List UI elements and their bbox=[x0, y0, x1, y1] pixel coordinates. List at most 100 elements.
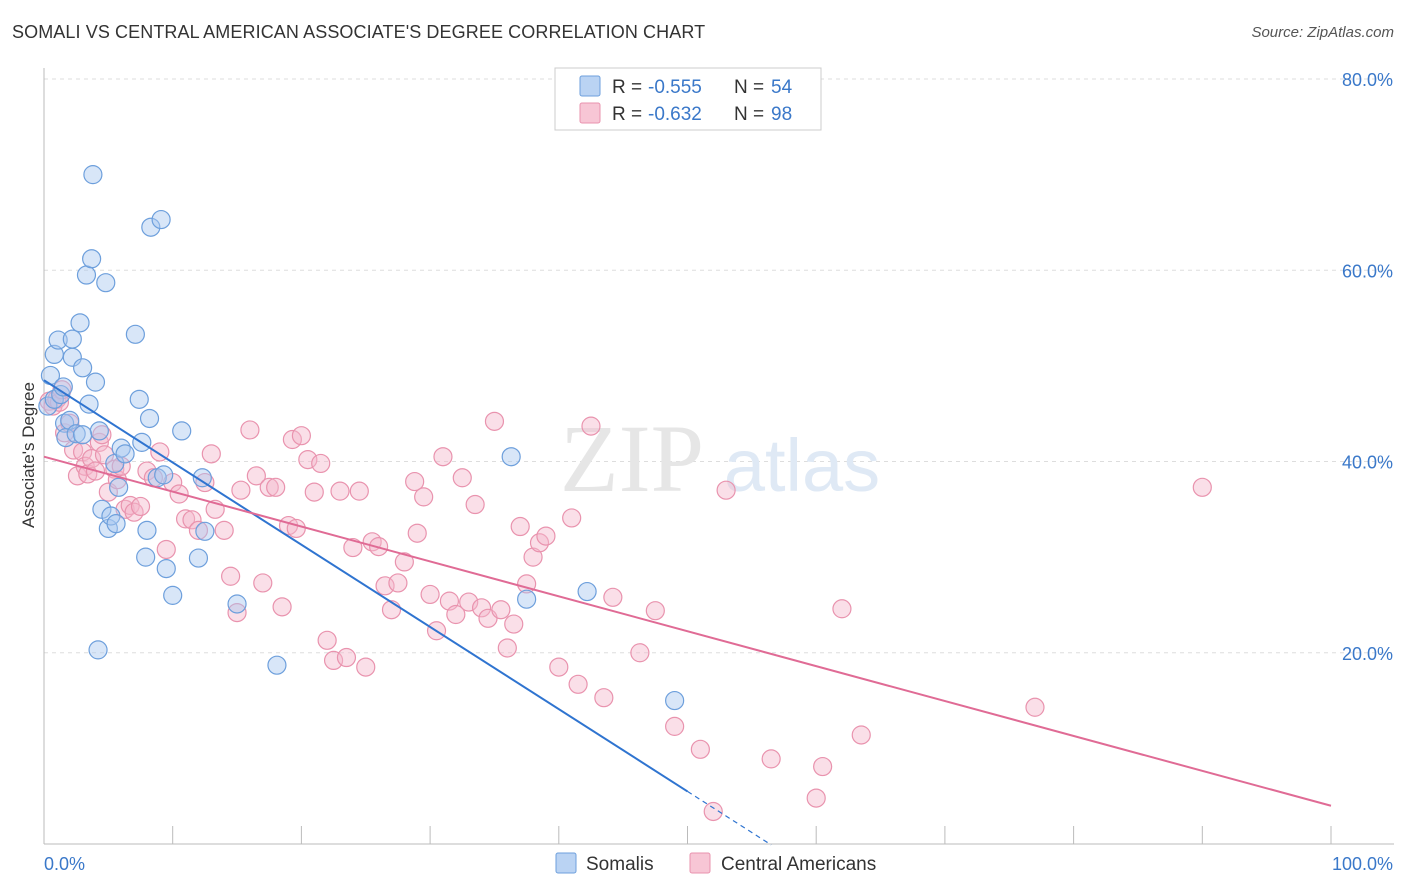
data-point bbox=[630, 643, 650, 663]
data-point bbox=[414, 487, 434, 507]
data-point bbox=[115, 444, 135, 464]
data-point bbox=[66, 424, 86, 444]
data-point bbox=[356, 657, 376, 677]
chart-source: Source: ZipAtlas.com bbox=[1251, 24, 1394, 41]
data-point bbox=[286, 518, 306, 539]
legend-r-label-1: R = bbox=[612, 77, 642, 98]
legend-n-value-1: 54 bbox=[771, 77, 793, 98]
data-point bbox=[109, 477, 129, 497]
data-point bbox=[388, 573, 408, 593]
data-point bbox=[465, 494, 485, 515]
data-point bbox=[298, 449, 318, 470]
data-point bbox=[806, 788, 826, 808]
legend-n-label-2: N = bbox=[734, 104, 764, 125]
data-point bbox=[82, 249, 102, 269]
data-point bbox=[349, 481, 369, 501]
data-point bbox=[517, 589, 537, 609]
data-point bbox=[246, 466, 266, 486]
bottom-legend-somalis: Somalis bbox=[586, 854, 654, 875]
data-point bbox=[266, 477, 286, 497]
data-point bbox=[523, 547, 543, 567]
data-point bbox=[594, 688, 614, 708]
data-point bbox=[317, 630, 337, 650]
data-point bbox=[603, 587, 623, 607]
data-point bbox=[48, 330, 68, 350]
y-tick-label: 60.0% bbox=[1342, 261, 1393, 281]
data-point bbox=[665, 690, 685, 711]
data-point bbox=[76, 265, 97, 285]
data-point bbox=[568, 674, 588, 694]
data-point bbox=[665, 716, 685, 736]
data-point bbox=[703, 801, 723, 822]
data-point bbox=[405, 471, 425, 492]
legend-r-label-2: R = bbox=[612, 104, 642, 125]
data-point bbox=[562, 508, 582, 528]
data-point bbox=[510, 516, 530, 537]
data-point bbox=[577, 581, 597, 602]
data-point bbox=[259, 477, 279, 497]
trend-line-blue bbox=[43, 379, 689, 793]
data-point bbox=[182, 510, 202, 530]
data-point bbox=[129, 389, 149, 409]
data-point bbox=[89, 421, 109, 441]
data-point bbox=[716, 480, 736, 500]
data-point bbox=[51, 384, 71, 405]
data-point bbox=[154, 465, 174, 485]
bottom-legend-swatch-central-americans bbox=[689, 852, 711, 874]
data-point bbox=[156, 539, 176, 560]
data-point bbox=[96, 273, 116, 293]
data-point bbox=[267, 655, 287, 675]
watermark-zip: ZIP bbox=[560, 405, 704, 512]
data-point bbox=[156, 558, 176, 579]
data-point bbox=[141, 217, 161, 237]
data-point bbox=[188, 548, 209, 568]
data-point bbox=[690, 739, 710, 759]
data-point bbox=[192, 468, 212, 488]
data-point bbox=[336, 647, 357, 668]
bottom-legend-central-americans: Central Americans bbox=[721, 854, 876, 875]
y-axis-label: Associate's Degree bbox=[19, 382, 38, 528]
data-point bbox=[221, 566, 241, 586]
data-point bbox=[311, 453, 331, 474]
y-tick-label: 20.0% bbox=[1342, 644, 1393, 664]
data-point bbox=[136, 547, 156, 567]
data-point bbox=[172, 421, 192, 441]
data-point bbox=[291, 426, 311, 446]
data-point bbox=[175, 509, 196, 529]
data-point bbox=[1025, 697, 1045, 717]
data-point bbox=[73, 425, 93, 445]
data-point bbox=[832, 599, 852, 619]
trend-line-extension bbox=[687, 790, 772, 846]
data-point bbox=[581, 416, 601, 436]
data-point bbox=[85, 372, 106, 392]
data-point bbox=[106, 514, 126, 534]
data-point bbox=[272, 597, 292, 617]
data-point bbox=[83, 165, 103, 185]
data-point bbox=[125, 324, 145, 344]
data-point bbox=[139, 408, 160, 429]
data-point bbox=[214, 520, 234, 540]
chart-title: SOMALI VS CENTRAL AMERICAN ASSOCIATE'S D… bbox=[12, 22, 706, 42]
legend-swatch-pink bbox=[579, 102, 601, 124]
data-point bbox=[201, 444, 221, 464]
data-point bbox=[130, 496, 151, 517]
data-point bbox=[163, 585, 183, 605]
data-point bbox=[394, 552, 414, 572]
trend-lines bbox=[43, 379, 1332, 846]
data-point bbox=[62, 329, 82, 349]
data-point bbox=[761, 749, 781, 769]
data-point bbox=[484, 411, 505, 431]
data-point bbox=[304, 482, 324, 502]
data-point bbox=[471, 598, 492, 618]
data-point bbox=[446, 604, 466, 625]
legend-n-label-1: N = bbox=[734, 77, 764, 98]
data-point bbox=[433, 447, 453, 467]
series-somalis bbox=[38, 165, 685, 711]
data-point bbox=[195, 521, 215, 541]
trend-line-pink bbox=[43, 455, 1332, 807]
data-point bbox=[253, 573, 273, 593]
data-point bbox=[497, 638, 517, 658]
data-point bbox=[645, 601, 665, 621]
legend-n-value-2: 98 bbox=[771, 104, 792, 125]
